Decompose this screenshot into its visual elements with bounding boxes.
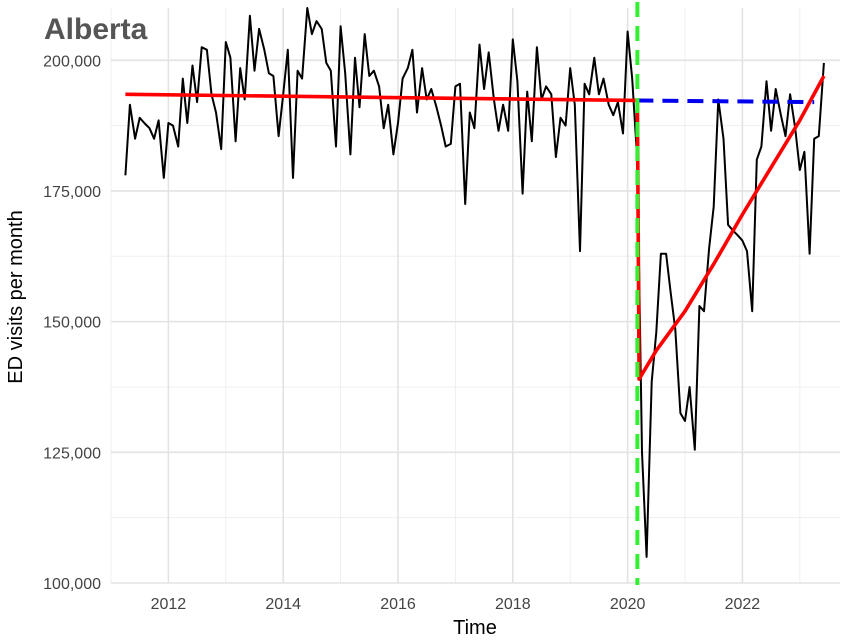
x-tick-label: 2022 [725, 596, 761, 613]
x-tick-label: 2016 [380, 596, 416, 613]
series-line-observed [124, 7, 825, 558]
y-tick-label: 125,000 [43, 445, 101, 462]
x-axis-title: Time [453, 617, 497, 639]
chart-title: Alberta [44, 13, 148, 46]
x-tick-label: 2014 [265, 596, 301, 613]
series-line-fitted [125, 75, 826, 381]
x-tick-label: 2020 [610, 596, 646, 613]
y-tick-label: 175,000 [43, 184, 101, 201]
y-axis-title: ED visits per month [5, 210, 27, 383]
series-layer [124, 7, 826, 558]
y-tick-label: 100,000 [43, 576, 101, 593]
x-tick-label: 2012 [151, 596, 187, 613]
series-line-counterfactual [637, 98, 815, 105]
y-axis-ticks: 100,000 125,000 150,000 175,000 200,000 [43, 53, 101, 593]
y-tick-label: 150,000 [43, 315, 101, 332]
grid-major [111, 8, 840, 584]
x-tick-label: 2018 [495, 596, 531, 613]
y-tick-label: 200,000 [43, 53, 101, 70]
x-axis-ticks: 2012 2014 2016 2018 2020 2022 [151, 596, 761, 613]
